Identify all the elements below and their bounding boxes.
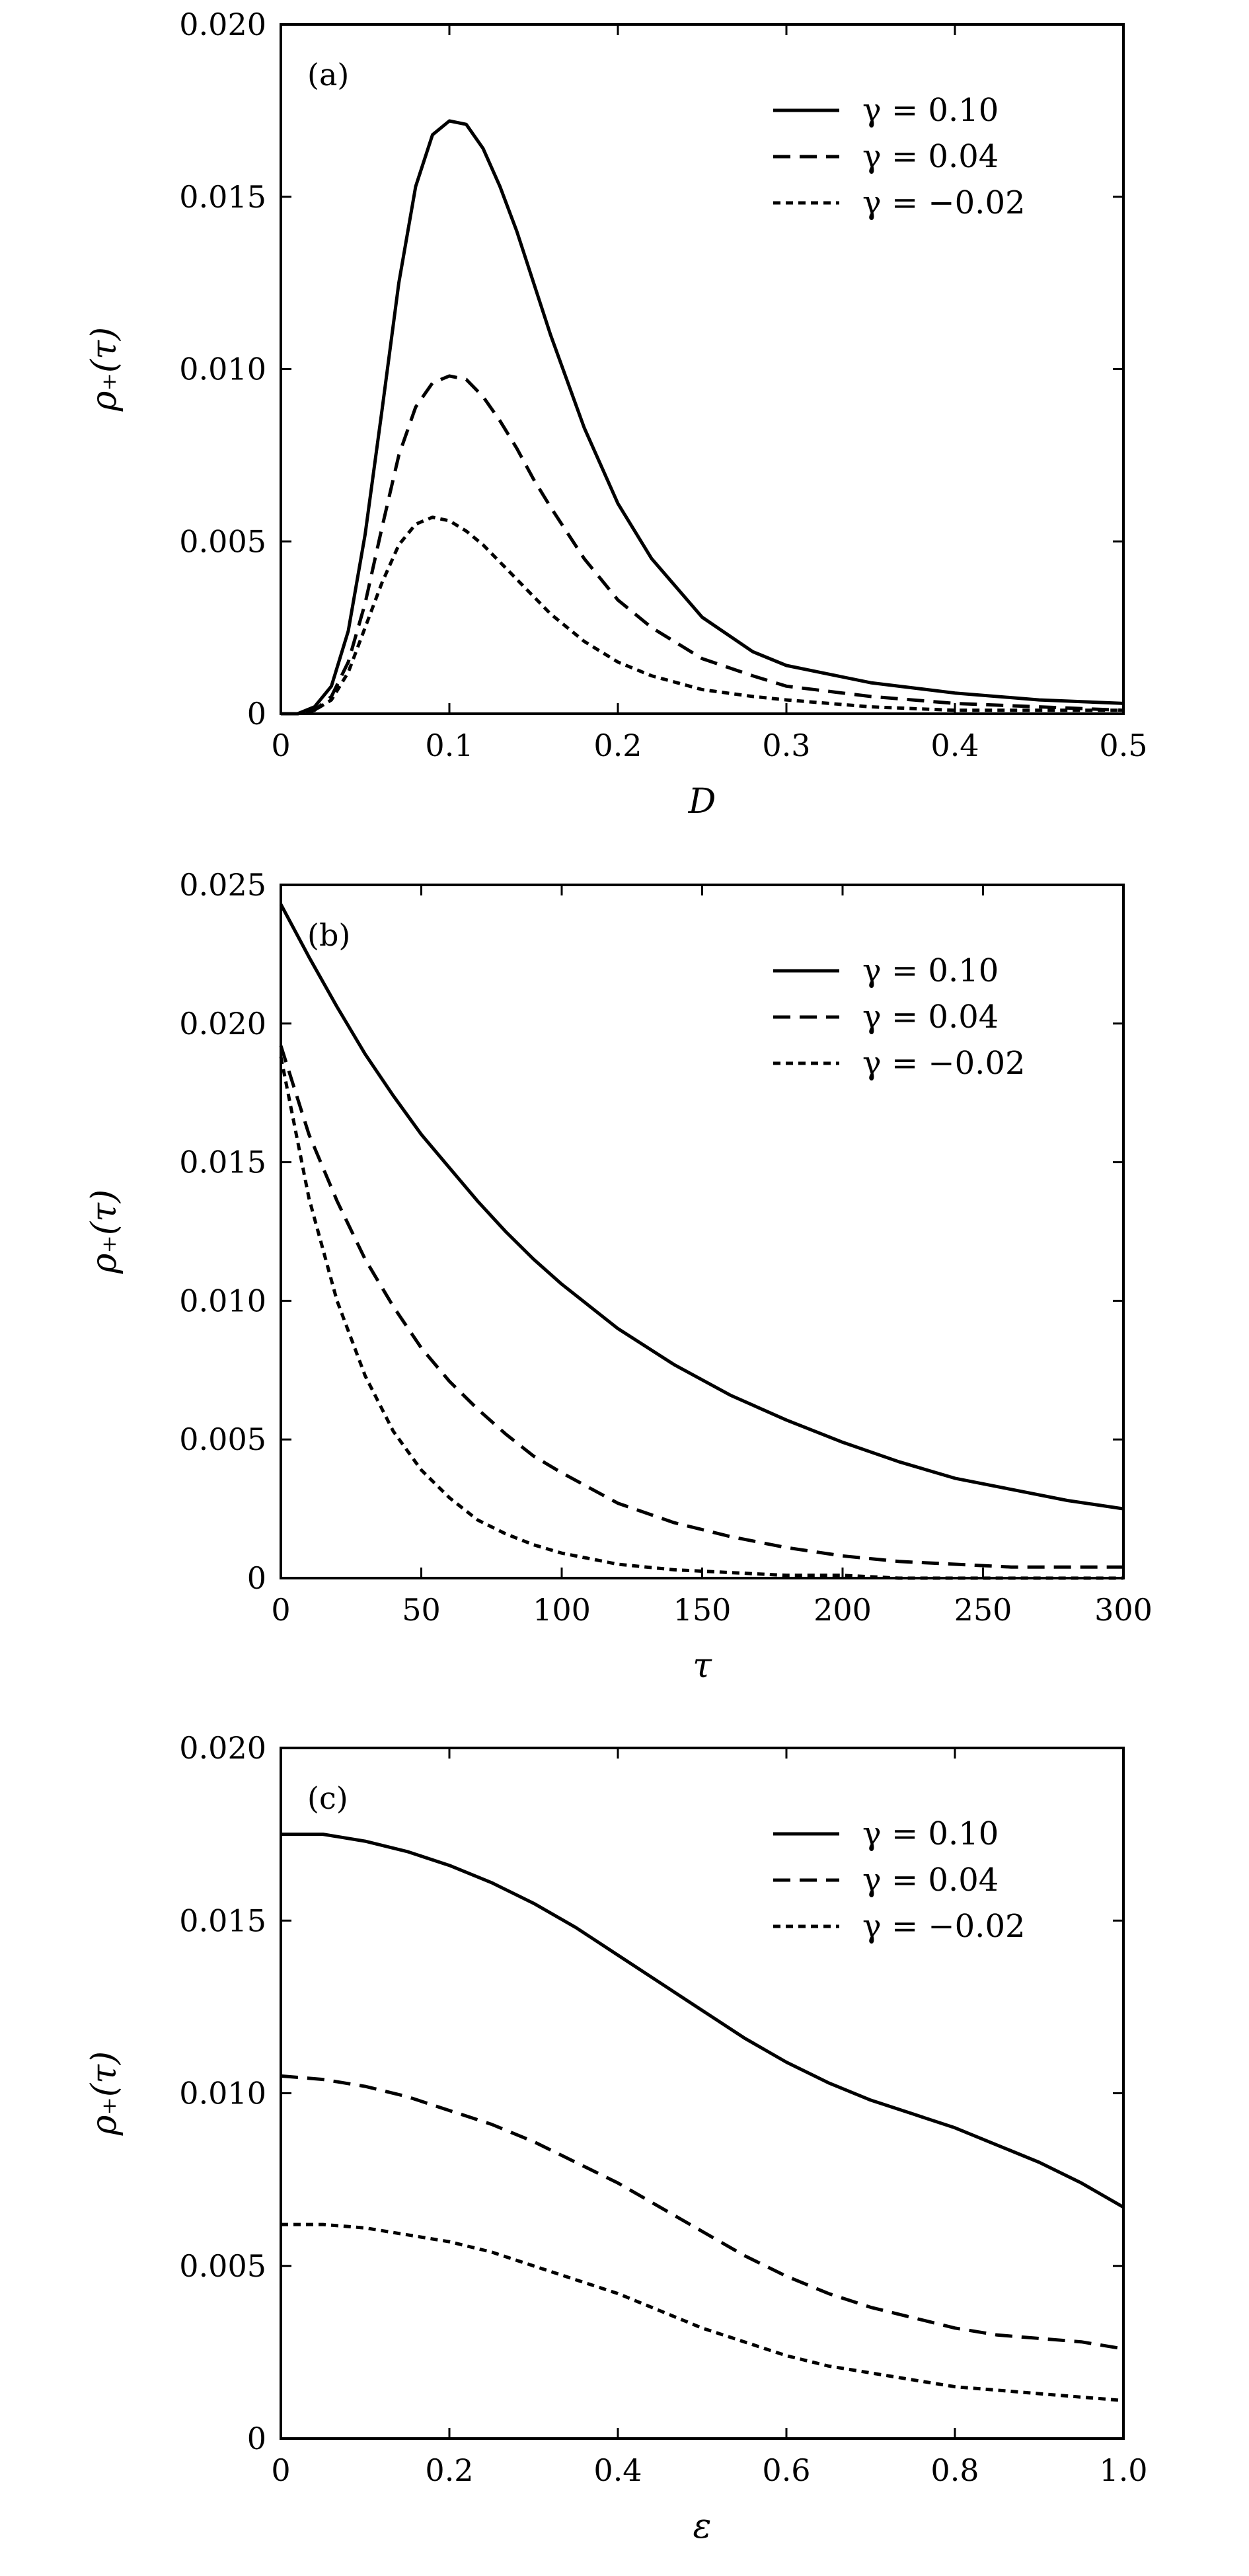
series-line-1	[281, 1833, 1125, 2209]
y-axis-label: ρ₊(τ)	[85, 1190, 124, 1274]
x-tick-label: 250	[954, 1592, 1012, 1628]
panel-3: 0 0.2 0.4 0.6 0.8 1.0 0 0.005 0.010 0.015 0.020 ε ρ₊…	[85, 1730, 1148, 2546]
x-tick-label: 1.0	[1099, 2452, 1147, 2488]
legend-label: γ = 0.04	[862, 138, 999, 175]
legend-label: γ = 0.04	[862, 1862, 999, 1899]
legend-label: γ = 0.04	[862, 999, 999, 1036]
y-tick-label: 0	[247, 696, 266, 732]
panel-1: 0 0.1 0.2 0.3 0.4 0.5 0 0.005 0.010 0.015 0.020 Dρ₊…	[85, 7, 1148, 821]
y-tick-label: 0.015	[179, 1145, 266, 1180]
y-tick-label: 0.005	[179, 1421, 266, 1457]
y-tick-label: 0.020	[179, 1006, 266, 1042]
y-tick-label: 0.020	[179, 7, 266, 42]
x-tick-label: 0.2	[425, 2452, 473, 2488]
panel-2: 0 50 100 150 200 250 300 0 0.005 0.010 0.015 0.020 0…	[85, 867, 1153, 1686]
x-tick-label: 0	[271, 728, 290, 763]
legend-label: γ = −0.02	[862, 1045, 1026, 1082]
series-line-1	[281, 119, 1124, 716]
panel-label: (a)	[307, 57, 349, 93]
series-line-2	[279, 1045, 1123, 1569]
y-tick-label: 0.015	[179, 1903, 266, 1938]
x-tick-label: 0.5	[1099, 728, 1147, 763]
series-line-2	[281, 374, 1124, 716]
series-line-3	[281, 2222, 1124, 2402]
x-tick-label: 0.2	[593, 728, 642, 763]
y-tick-label: 0.005	[179, 523, 266, 559]
y-tick-label: 0.005	[179, 2248, 266, 2284]
panel-label: (c)	[307, 1780, 348, 1816]
x-tick-label: 300	[1094, 1592, 1153, 1628]
x-tick-label: 150	[673, 1592, 732, 1628]
y-tick-label: 0.025	[179, 867, 266, 903]
legend-label: γ = 0.10	[862, 952, 999, 989]
x-tick-label: 0.3	[762, 728, 810, 763]
y-axis-label: ρ₊(τ)	[85, 327, 124, 412]
x-tick-label: 100	[533, 1592, 591, 1628]
x-axis-label: D	[688, 782, 716, 821]
x-tick-label: 200	[814, 1592, 872, 1628]
legend-label: γ = −0.02	[862, 184, 1026, 221]
y-tick-label: 0.010	[179, 2076, 266, 2111]
y-tick-label: 0.010	[179, 352, 266, 387]
y-tick-label: 0	[247, 1560, 266, 1596]
x-tick-label: 0.4	[593, 2452, 642, 2488]
series-line-2	[280, 2074, 1124, 2351]
y-axis-label: ρ₊(τ)	[85, 2051, 124, 2136]
x-tick-label: 0	[271, 1592, 290, 1628]
panel-label: (b)	[307, 917, 350, 953]
x-tick-label: 0.8	[930, 2452, 979, 2488]
x-tick-label: 50	[402, 1592, 441, 1628]
y-tick-label: 0.015	[179, 179, 266, 215]
legend-label: γ = 0.10	[862, 1815, 999, 1852]
x-tick-label: 0	[271, 2452, 290, 2488]
legend-label: γ = −0.02	[862, 1908, 1026, 1945]
legend-label: γ = 0.10	[862, 92, 999, 129]
series-line-1	[279, 903, 1124, 1511]
series-line-3	[281, 515, 1123, 716]
x-axis-label: ε	[693, 2507, 712, 2546]
series-line-3	[279, 1056, 1123, 1580]
y-tick-label: 0.020	[179, 1730, 266, 1766]
y-tick-label: 0	[247, 2421, 266, 2456]
x-tick-label: 0.1	[425, 728, 473, 763]
x-axis-label: τ	[693, 1646, 712, 1686]
x-tick-label: 0.6	[762, 2452, 810, 2488]
x-tick-label: 0.4	[930, 728, 979, 763]
y-tick-label: 0.010	[179, 1283, 266, 1318]
